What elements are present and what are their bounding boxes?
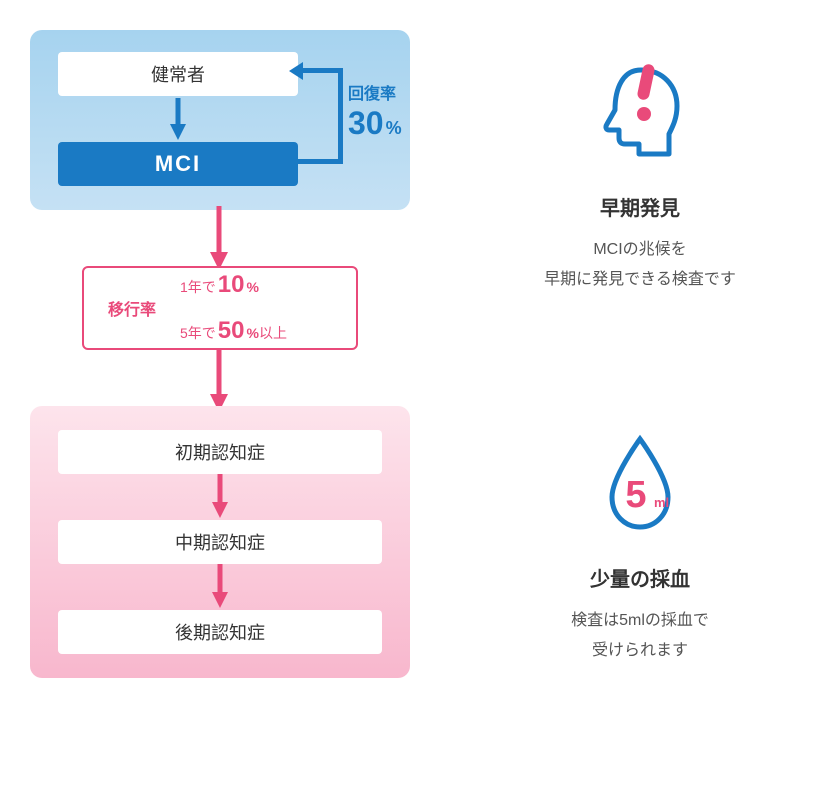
feature-description: 検査は5mlの採血で 受けられます [470, 606, 810, 667]
recovery-unit: % [386, 118, 402, 138]
recovery-num: 30 [348, 105, 384, 141]
dementia-stage-box: 初期認知症 [58, 430, 382, 474]
features-column: 早期発見 MCIの兆候を 早期に発見できる検査です 5 ml 少量の採血 検査は… [470, 55, 810, 797]
healthy-box: 健常者 [58, 52, 298, 96]
healthy-label: 健常者 [151, 61, 205, 87]
transition-row-2: 5年で50%以上 [180, 308, 287, 354]
feature-desc-line: MCIの兆候を [593, 241, 686, 258]
transition-unit: % [247, 325, 259, 341]
feature-early-detection: 早期発見 MCIの兆候を 早期に発見できる検査です [470, 55, 810, 296]
recovery-rate-label: 回復率 [348, 80, 396, 104]
dementia-stage-box: 後期認知症 [58, 610, 382, 654]
arrow-down-icon [170, 98, 186, 142]
feature-desc-line: 検査は5mlの採血で [571, 612, 709, 629]
drop-unit: ml [654, 495, 669, 510]
arrow-down-icon [212, 474, 228, 520]
arrow-down-icon [212, 564, 228, 610]
mci-box: MCI [58, 142, 298, 186]
recovery-loop-arrow [298, 68, 343, 164]
mci-label: MCI [155, 151, 201, 177]
feature-title: 少量の採血 [470, 563, 810, 592]
transition-suffix: 以上 [259, 325, 287, 341]
drop-value: 5 [625, 474, 646, 516]
transition-rate-box: 移行率 1年で10% 5年で50%以上 [82, 266, 358, 350]
feature-desc-line: 早期に発見できる検査です [544, 271, 736, 288]
arrow-down-icon [210, 348, 228, 414]
recovery-loop-arrowhead [289, 62, 303, 80]
flowchart: 健常者 MCI 回復率 30% 移行率 1年で10% 5年で50%以上 [30, 30, 410, 678]
transition-num: 10 [218, 271, 245, 298]
stage-label: 初期認知症 [175, 439, 265, 465]
feature-desc-line: 受けられます [592, 642, 688, 659]
svg-text:5: 5 [625, 474, 646, 516]
stage-label: 後期認知症 [175, 619, 265, 645]
feature-description: MCIの兆候を 早期に発見できる検査です [470, 235, 810, 296]
pink-block: 初期認知症 中期認知症 後期認知症 [30, 406, 410, 678]
transition-prefix: 5年で [180, 325, 216, 341]
transition-num: 50 [218, 317, 245, 344]
feature-title: 早期発見 [470, 192, 810, 221]
head-alert-icon [470, 55, 810, 170]
feature-small-blood: 5 ml 少量の採血 検査は5mlの採血で 受けられます [470, 426, 810, 667]
transition-row-1: 1年で10% [180, 262, 287, 308]
dementia-stage-box: 中期認知症 [58, 520, 382, 564]
transition-unit: % [247, 279, 259, 295]
blood-drop-icon: 5 ml [470, 426, 810, 541]
transition-rate-label: 移行率 [84, 296, 180, 320]
recovery-rate-value: 30% [348, 105, 402, 142]
transition-prefix: 1年で [180, 279, 216, 295]
stage-label: 中期認知症 [175, 529, 265, 555]
blue-block: 健常者 MCI 回復率 30% [30, 30, 410, 210]
transition-rate-values: 1年で10% 5年で50%以上 [180, 262, 287, 353]
svg-text:ml: ml [654, 495, 669, 510]
